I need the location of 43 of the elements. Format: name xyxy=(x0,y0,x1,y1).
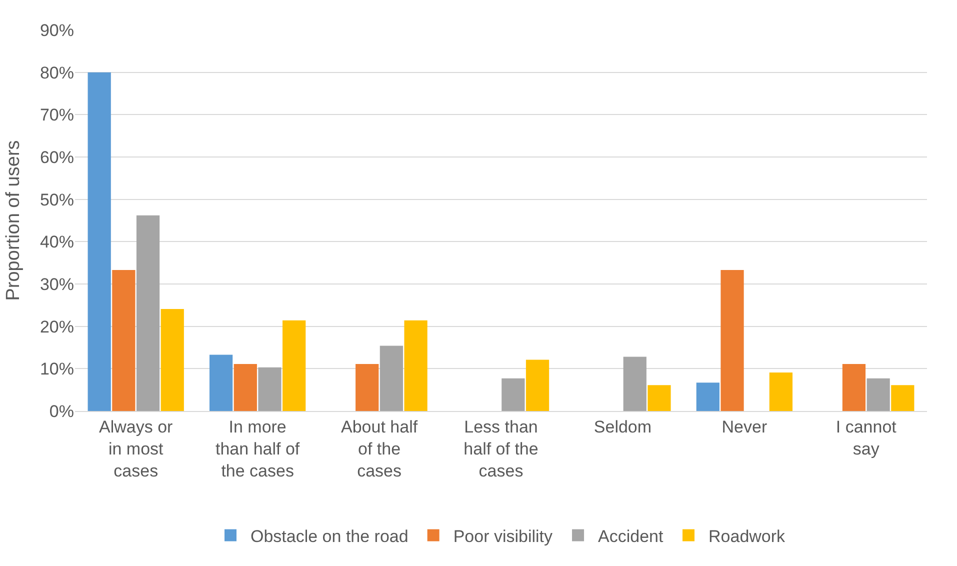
y-axis-title: Proportion of users xyxy=(2,140,24,301)
bar xyxy=(696,382,720,411)
bar xyxy=(209,354,233,411)
bar xyxy=(648,385,671,411)
bar xyxy=(88,72,111,411)
bar xyxy=(526,360,550,411)
y-tick-label: 0% xyxy=(49,402,74,421)
y-tick-label: 60% xyxy=(40,148,74,167)
bar xyxy=(404,320,428,411)
bar xyxy=(891,385,914,411)
x-tick-label: I cannot say xyxy=(836,417,897,458)
bar xyxy=(160,308,184,411)
y-tick-label: 40% xyxy=(40,232,74,252)
bar xyxy=(380,346,404,411)
y-tick-label: 10% xyxy=(40,360,74,379)
bar xyxy=(842,364,866,411)
x-tick-label: Always or in most cases xyxy=(99,417,174,481)
legend-label: Accident xyxy=(598,526,664,546)
y-tick-label: 30% xyxy=(40,274,74,294)
y-tick-label: 20% xyxy=(40,317,74,336)
bar xyxy=(769,372,793,411)
legend-label: Obstacle on the road xyxy=(250,526,408,546)
bar xyxy=(623,356,646,411)
bar xyxy=(866,378,890,411)
y-tick-label: 90% xyxy=(40,20,74,40)
y-tick-label: 50% xyxy=(40,190,74,210)
x-tick-label: Less than half of the cases xyxy=(464,417,538,481)
bar xyxy=(502,378,525,411)
bar xyxy=(282,320,306,411)
y-tick-label: 80% xyxy=(40,63,74,82)
legend-label: Poor visibility xyxy=(453,526,554,546)
bar xyxy=(112,270,136,411)
x-tick-label: Never xyxy=(722,417,768,436)
y-tick-label: 70% xyxy=(40,106,74,125)
bar xyxy=(356,364,379,411)
bar xyxy=(234,364,257,411)
x-tick-label: About half of the cases xyxy=(341,417,418,481)
bar xyxy=(258,367,282,411)
x-tick-label: Seldom xyxy=(594,417,652,436)
x-tick-label: In more than half of the cases xyxy=(216,417,300,481)
bar xyxy=(136,215,160,411)
legend-label: Roadwork xyxy=(708,526,786,546)
bar xyxy=(720,270,744,411)
